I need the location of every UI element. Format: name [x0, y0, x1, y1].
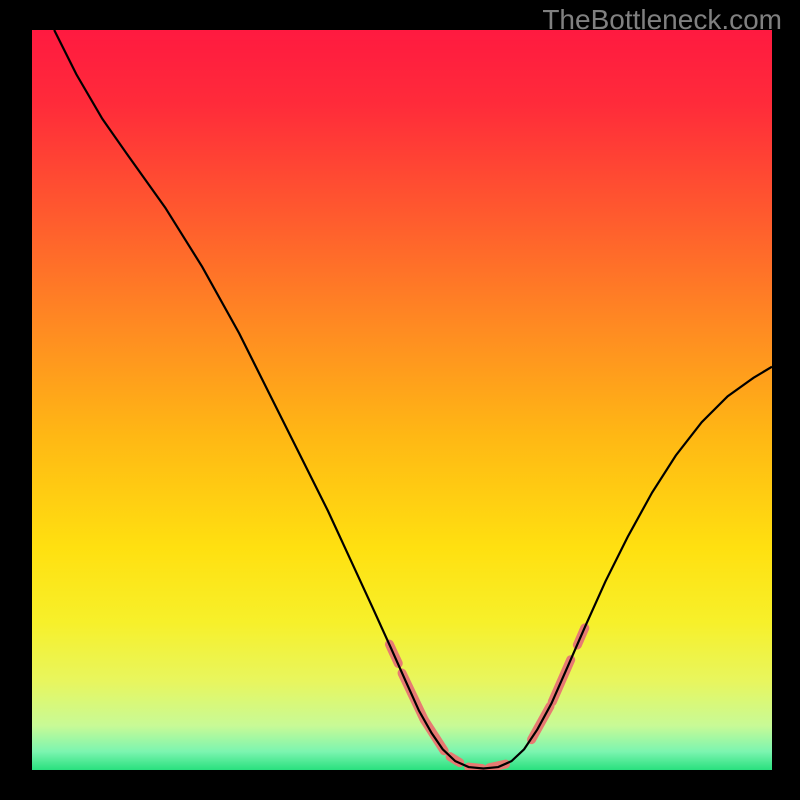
- chart-svg: [32, 30, 772, 770]
- plot-area: [32, 30, 772, 770]
- chart-background: [32, 30, 772, 770]
